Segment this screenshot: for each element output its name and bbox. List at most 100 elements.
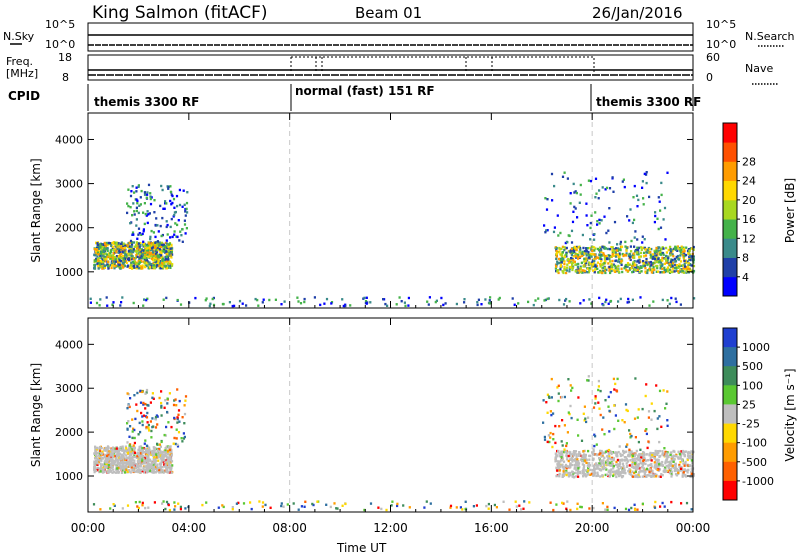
power-cell	[556, 251, 559, 255]
power-cell	[603, 269, 606, 273]
velocity-cell	[180, 437, 183, 440]
power-cell	[570, 254, 573, 257]
velocity-cell	[586, 464, 589, 467]
velocity-cell	[636, 457, 639, 460]
power-cell	[115, 250, 118, 254]
velocity-cell	[164, 463, 167, 467]
power-cell	[211, 297, 214, 301]
velocity-cell	[600, 469, 603, 472]
velocity-cell	[107, 450, 110, 453]
power-cell	[588, 263, 591, 266]
power-cell	[645, 171, 648, 174]
power-cell	[116, 261, 120, 264]
velocity-cell	[586, 379, 589, 382]
velocity-cell	[663, 505, 666, 508]
velocity-cell	[679, 469, 682, 472]
velocity-cell	[675, 474, 679, 477]
velocity-cell	[143, 451, 146, 454]
power-colorbar-label: 28	[742, 155, 756, 168]
velocity-cell	[146, 448, 149, 452]
power-cell	[455, 302, 458, 306]
velocity-cell	[96, 446, 99, 450]
freq-tick-top: 18	[58, 51, 72, 64]
power-ytick-label: 3000	[55, 178, 83, 191]
power-cell	[620, 261, 623, 264]
velocity-cell	[168, 392, 171, 395]
velocity-cell	[385, 508, 388, 512]
power-cell	[577, 268, 580, 271]
power-cell	[650, 247, 653, 251]
velocity-cell	[607, 456, 610, 460]
power-cell	[323, 302, 326, 305]
power-cell	[160, 266, 163, 270]
velocity-cell	[94, 466, 97, 470]
velocity-cell	[390, 504, 393, 507]
velocity-cell	[594, 467, 597, 470]
velocity-cell	[115, 450, 118, 453]
power-cell	[652, 265, 655, 269]
velocity-cell	[102, 467, 105, 471]
velocity-cell	[592, 448, 595, 451]
velocity-cell	[685, 450, 688, 453]
velocity-cell	[148, 458, 151, 461]
power-cell	[162, 243, 165, 246]
velocity-cell	[156, 463, 159, 466]
power-cell	[135, 252, 139, 255]
velocity-cell	[133, 448, 136, 451]
power-cell	[194, 296, 197, 300]
power-cell	[162, 249, 165, 253]
power-cell	[570, 247, 573, 251]
x-axis-label: Time UT	[336, 541, 387, 554]
velocity-cell	[581, 454, 584, 458]
velocity-cell	[396, 504, 399, 508]
power-cell	[619, 242, 622, 246]
velocity-cell	[637, 440, 640, 444]
power-cell	[179, 230, 182, 233]
power-cell	[569, 261, 572, 264]
power-cell	[638, 270, 641, 274]
velocity-cell	[94, 447, 97, 450]
power-cell	[599, 256, 602, 259]
velocity-cell	[628, 464, 631, 467]
power-cell	[124, 250, 127, 253]
velocity-cell	[141, 446, 144, 450]
power-cell	[641, 235, 644, 238]
velocity-cell	[96, 451, 99, 455]
power-cell	[683, 266, 686, 269]
velocity-cell	[561, 419, 564, 422]
nave-step	[291, 56, 595, 72]
velocity-cell	[117, 471, 120, 474]
power-cell	[673, 257, 676, 261]
power-cell	[585, 202, 588, 205]
velocity-cell	[554, 456, 557, 459]
velocity-cell	[142, 403, 145, 406]
velocity-cell	[690, 470, 693, 474]
power-cell	[113, 242, 116, 245]
power-colorbar-label: 12	[742, 232, 756, 245]
power-cell	[563, 262, 566, 266]
power-cell	[178, 203, 182, 207]
power-cell	[150, 251, 153, 255]
power-cell	[104, 260, 107, 263]
velocity-cell	[98, 457, 101, 461]
velocity-cell	[690, 472, 693, 475]
velocity-cell	[121, 467, 124, 470]
velocity-cell	[165, 500, 169, 504]
power-cell	[148, 251, 151, 254]
velocity-cell	[581, 472, 584, 475]
velocity-cell	[552, 412, 555, 415]
power-cell	[589, 221, 592, 225]
velocity-cell	[670, 451, 673, 454]
velocity-cell	[124, 457, 127, 460]
velocity-cell	[139, 430, 142, 434]
power-cell	[488, 302, 491, 305]
velocity-cell	[558, 469, 561, 472]
velocity-cell	[597, 401, 600, 404]
power-cell	[662, 271, 665, 274]
power-cell	[160, 254, 163, 257]
power-cell	[624, 265, 627, 268]
power-cell	[155, 262, 158, 265]
power-cell	[621, 270, 624, 274]
power-cell	[122, 258, 125, 261]
